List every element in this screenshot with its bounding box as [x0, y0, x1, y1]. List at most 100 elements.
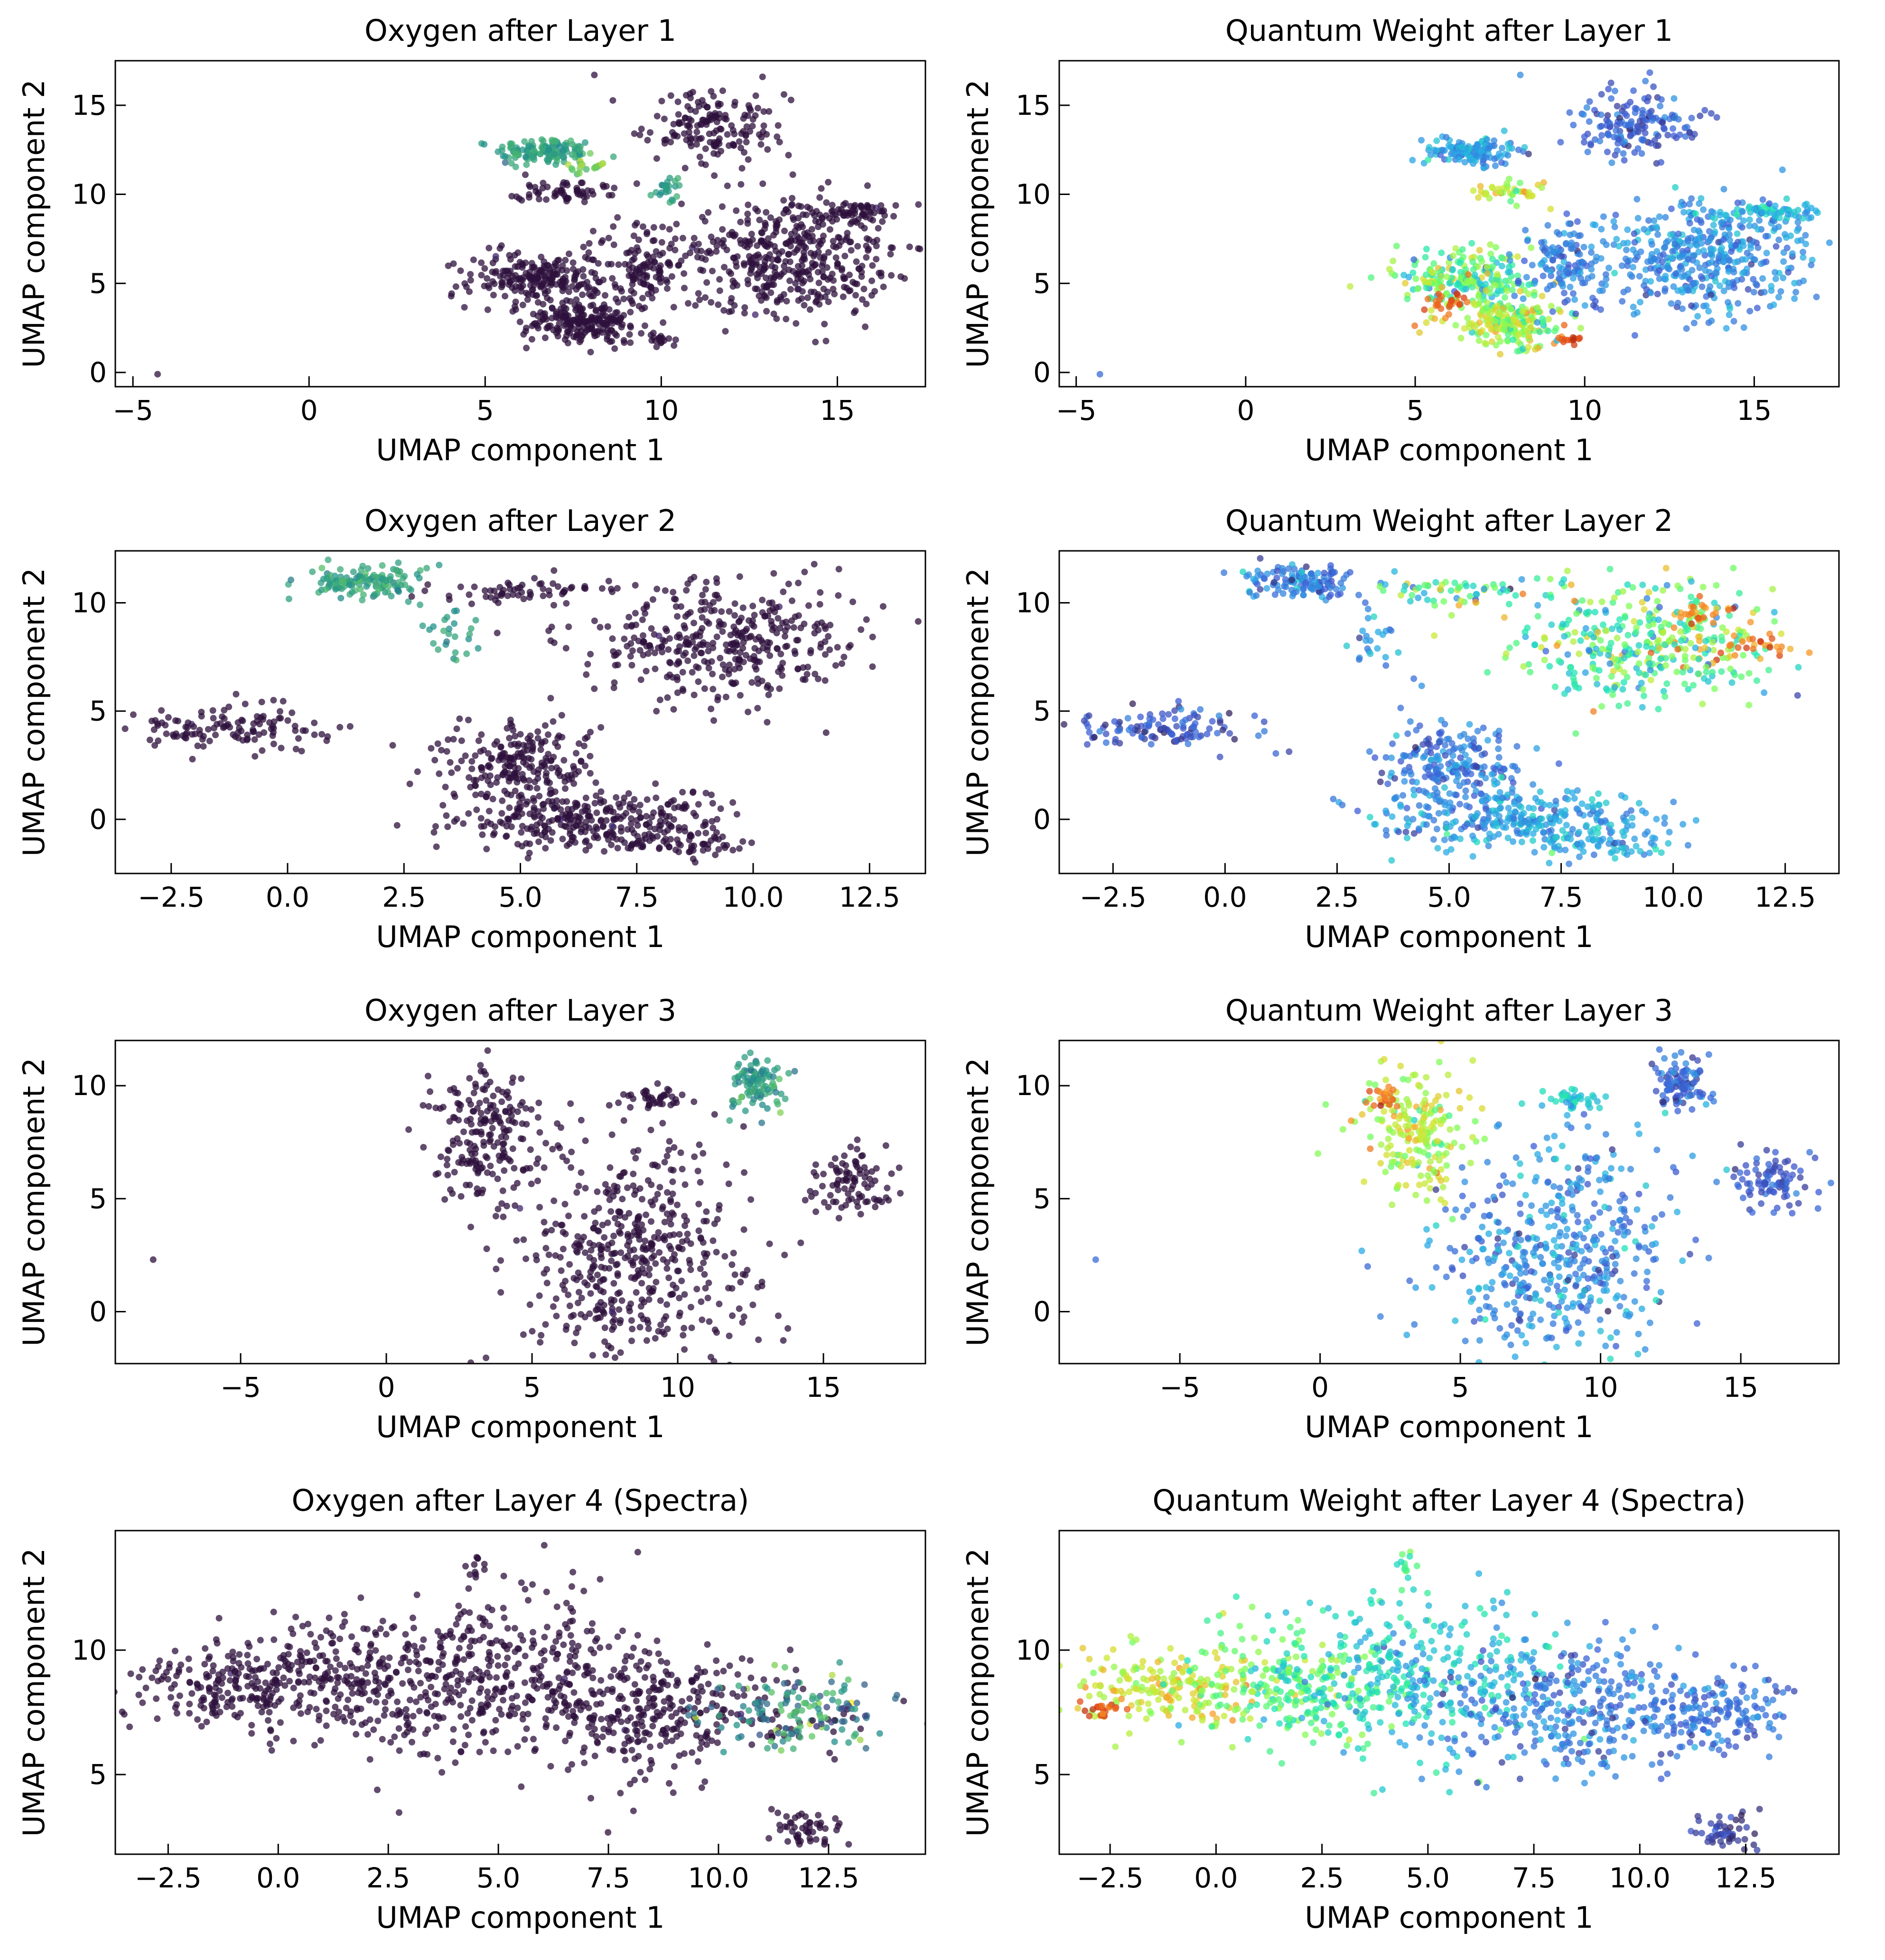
scatter-point [866, 208, 873, 215]
scatter-point [551, 193, 558, 200]
scatter-point [656, 845, 663, 852]
scatter-point [693, 129, 700, 136]
scatter-point [1096, 371, 1103, 378]
scatter-point [710, 93, 717, 100]
scatter-point [1746, 216, 1753, 223]
scatter-point [1611, 87, 1618, 94]
scatter-point [603, 817, 610, 824]
scatter-point [507, 140, 514, 147]
scatter-point [541, 823, 549, 830]
scatter-point [468, 600, 475, 607]
scatter-point [1693, 599, 1700, 606]
scatter-point [1748, 261, 1755, 268]
scatter-point [829, 202, 836, 209]
scatter-point [676, 182, 683, 189]
scatter-point [206, 737, 213, 744]
scatter-point [278, 744, 285, 752]
scatter-point [506, 252, 513, 259]
scatter-point [819, 214, 826, 221]
scatter-point [1678, 637, 1685, 644]
scatter-point [1682, 646, 1689, 653]
scatter-point [751, 612, 758, 619]
scatter-point [1469, 258, 1476, 265]
scatter-point [736, 665, 743, 671]
x-tick-label: 5.0 [498, 881, 542, 913]
scatter-point [1327, 591, 1334, 598]
scatter-point [540, 592, 547, 599]
scatter-point [1506, 257, 1513, 264]
scatter-point [539, 145, 546, 152]
scatter-point [634, 244, 641, 251]
scatter-point [674, 689, 681, 696]
scatter-point [159, 719, 166, 726]
scatter-point [667, 836, 674, 843]
scatter-point [526, 594, 533, 601]
scatter-point [1471, 271, 1478, 279]
scatter-point [701, 218, 709, 225]
scatter-point [1476, 247, 1483, 254]
scatter-point [1215, 712, 1222, 719]
scatter-point [1636, 118, 1643, 125]
scatter-point [285, 595, 292, 603]
scatter-point [1557, 308, 1564, 315]
scatter-point [540, 179, 547, 186]
scatter-point [322, 586, 329, 593]
scatter-point [626, 801, 634, 808]
scatter-point [271, 718, 278, 725]
scatter-point [325, 556, 332, 563]
scatter-point [519, 823, 526, 830]
scatter-point [798, 221, 805, 228]
scatter-point [1404, 296, 1411, 303]
scatter-point [583, 166, 590, 173]
scatter-point [1654, 598, 1661, 605]
scatter-point [1647, 631, 1654, 638]
scatter-point [1654, 639, 1661, 646]
scatter-point [1711, 215, 1718, 222]
scatter-point [730, 680, 737, 687]
scatter-point [1500, 326, 1507, 333]
scatter-point [450, 790, 457, 798]
scatter-point [579, 291, 586, 298]
scatter-point [462, 752, 469, 759]
scatter-point [652, 780, 659, 787]
scatter-point [1779, 166, 1786, 173]
scatter-point [559, 836, 566, 843]
scatter-point [1456, 260, 1464, 267]
scatter-point [634, 822, 641, 829]
scatter-point [1465, 152, 1472, 158]
scatter-point [915, 201, 922, 208]
scatter-point [621, 635, 628, 642]
scatter-point [632, 250, 638, 257]
scatter-point [295, 735, 302, 742]
scatter-point [713, 575, 720, 582]
scatter-point [1570, 230, 1577, 237]
scatter-point [611, 345, 618, 352]
scatter-point [625, 790, 632, 797]
scatter-point [1775, 294, 1782, 301]
scatter-point [587, 150, 594, 157]
scatter-point [613, 318, 620, 325]
scatter-point [1449, 266, 1456, 273]
scatter-point [1286, 748, 1293, 755]
scatter-point [795, 297, 802, 304]
scatter-point [784, 208, 792, 215]
scatter-point [583, 671, 590, 678]
scatter-point [643, 668, 650, 675]
scatter-point [1590, 708, 1597, 715]
scatter-point [737, 218, 744, 225]
scatter-point [591, 685, 598, 692]
scatter-point [1809, 257, 1816, 264]
scatter-point [656, 270, 663, 278]
scatter-point [1624, 226, 1631, 233]
scatter-point [820, 259, 826, 266]
scatter-point [1084, 723, 1092, 730]
scatter-point [692, 302, 699, 309]
scatter-point [1698, 195, 1705, 202]
scatter-point [695, 103, 702, 110]
scatter-point [556, 320, 563, 327]
scatter-point [451, 620, 458, 627]
scatter-point [691, 652, 698, 660]
scatter-point [1473, 591, 1480, 598]
scatter-point [593, 307, 600, 314]
